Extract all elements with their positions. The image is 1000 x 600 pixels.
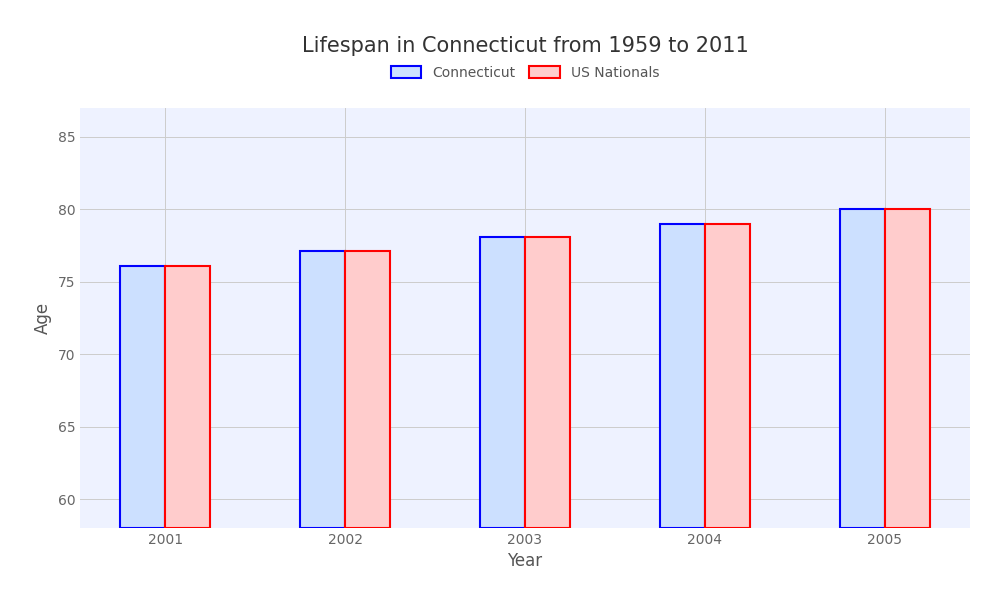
Bar xyxy=(705,224,750,528)
Bar xyxy=(525,237,570,528)
Bar xyxy=(885,209,930,528)
Bar xyxy=(120,266,165,528)
Bar xyxy=(660,224,705,528)
Y-axis label: Age: Age xyxy=(34,302,52,334)
Legend: Connecticut, US Nationals: Connecticut, US Nationals xyxy=(385,61,665,85)
Title: Lifespan in Connecticut from 1959 to 2011: Lifespan in Connecticut from 1959 to 201… xyxy=(302,37,748,56)
Bar xyxy=(345,251,390,528)
Bar xyxy=(480,237,525,528)
Bar xyxy=(165,266,210,528)
Bar xyxy=(840,209,885,528)
Bar xyxy=(300,251,345,528)
X-axis label: Year: Year xyxy=(507,553,543,571)
